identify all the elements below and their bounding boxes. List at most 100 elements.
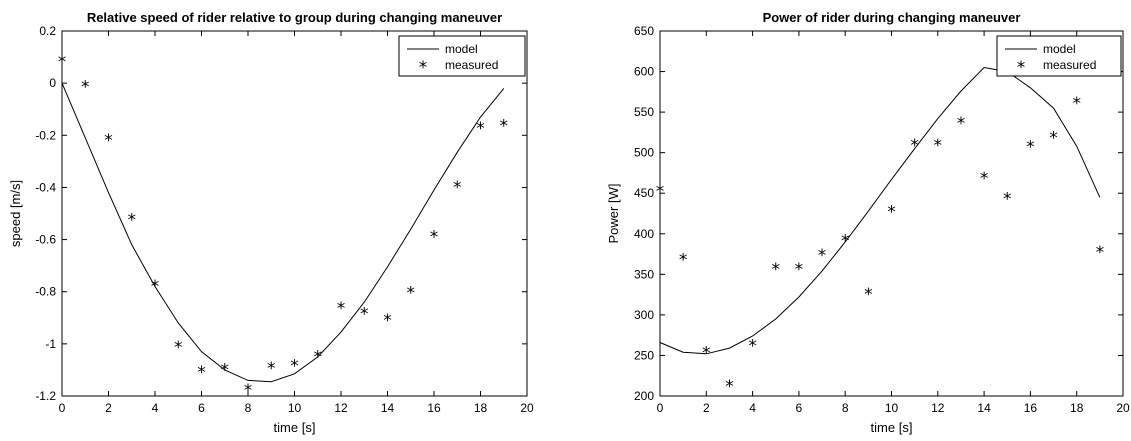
x-tick-label: 2 xyxy=(703,401,710,415)
y-tick-label: 550 xyxy=(634,105,654,119)
y-tick-label: 0.2 xyxy=(39,24,56,38)
x-tick-label: 0 xyxy=(657,401,664,415)
legend-label: model xyxy=(1043,42,1076,56)
y-tick-label: 650 xyxy=(634,24,654,38)
data-point-measured: * xyxy=(702,344,711,364)
y-tick-label: -1 xyxy=(45,337,56,351)
x-tick-label: 18 xyxy=(1070,401,1084,415)
data-point-measured: * xyxy=(656,182,665,202)
data-point-measured: * xyxy=(290,356,299,376)
chart-title: Relative speed of rider relative to grou… xyxy=(87,10,502,25)
y-tick-label: -1.2 xyxy=(35,389,56,403)
data-point-measured: * xyxy=(453,178,462,198)
data-point-measured: * xyxy=(221,360,230,380)
data-point-measured: * xyxy=(1072,94,1081,114)
legend-box xyxy=(996,35,1122,77)
x-tick-label: 14 xyxy=(977,401,991,415)
data-point-measured: * xyxy=(1003,189,1012,209)
x-tick-label: 20 xyxy=(1116,401,1130,415)
x-tick-label: 12 xyxy=(931,401,945,415)
y-tick-label: -0.8 xyxy=(35,285,56,299)
x-tick-label: 0 xyxy=(59,401,66,415)
y-tick-label: 500 xyxy=(634,146,654,160)
data-point-measured: * xyxy=(267,359,276,379)
data-point-measured: * xyxy=(430,227,439,247)
series-line-model xyxy=(61,82,505,383)
data-point-measured: * xyxy=(337,299,346,319)
x-tick-label: 16 xyxy=(1024,401,1038,415)
x-tick-label: 4 xyxy=(749,401,756,415)
x-tick-label: 18 xyxy=(474,401,488,415)
series-line-model xyxy=(659,66,1101,355)
x-axis-label: time [s] xyxy=(274,420,316,435)
data-point-measured: * xyxy=(818,246,827,266)
data-point-measured: * xyxy=(841,232,850,252)
x-tick-label: 8 xyxy=(842,401,849,415)
data-point-measured: * xyxy=(244,381,253,401)
legend-marker-swatch: * xyxy=(1017,58,1026,78)
x-tick-label: 4 xyxy=(152,401,159,415)
y-tick-label: -0.6 xyxy=(35,233,56,247)
y-tick-label: -0.2 xyxy=(35,128,56,142)
data-point-measured: * xyxy=(1026,138,1035,158)
y-tick-label: 0 xyxy=(49,76,56,90)
data-point-measured: * xyxy=(1049,129,1058,149)
y-tick-label: 250 xyxy=(634,348,654,362)
y-tick-label: 600 xyxy=(634,65,654,79)
data-point-measured: * xyxy=(980,169,989,189)
data-point-measured: * xyxy=(174,338,183,358)
data-point-measured: * xyxy=(679,250,688,270)
legend: model * measured xyxy=(996,35,1122,78)
data-point-measured: * xyxy=(360,304,369,324)
data-point-measured: * xyxy=(957,114,966,134)
x-tick-label: 2 xyxy=(105,401,112,415)
x-tick-label: 6 xyxy=(198,401,205,415)
x-tick-label: 16 xyxy=(427,401,441,415)
data-point-measured: * xyxy=(910,136,919,156)
legend-marker-swatch: * xyxy=(419,58,428,78)
data-point-measured: * xyxy=(476,119,485,139)
x-axis-label: time [s] xyxy=(871,420,913,435)
data-point-measured: * xyxy=(58,53,67,73)
data-point-measured: * xyxy=(314,347,323,367)
y-axis-label: Power [W] xyxy=(606,184,621,244)
data-point-measured: * xyxy=(795,260,804,280)
x-tick-label: 20 xyxy=(520,401,534,415)
x-tick-label: 10 xyxy=(885,401,899,415)
data-point-measured: * xyxy=(934,136,943,156)
data-point-measured: * xyxy=(864,285,873,305)
y-tick-label: 350 xyxy=(634,267,654,281)
data-point-measured: * xyxy=(383,311,392,331)
data-point-measured: * xyxy=(748,336,757,356)
x-tick-label: 10 xyxy=(288,401,302,415)
legend-box xyxy=(398,35,526,77)
x-tick-label: 12 xyxy=(334,401,348,415)
data-point-measured: * xyxy=(1096,243,1105,263)
x-tick-label: 6 xyxy=(796,401,803,415)
data-point-measured: * xyxy=(151,277,160,297)
data-point-measured: * xyxy=(887,202,896,222)
data-point-measured: * xyxy=(407,283,416,303)
chart-2: Power of rider during changing maneuver 0… xyxy=(606,10,1130,435)
data-point-measured: * xyxy=(500,117,509,137)
data-point-measured: * xyxy=(81,77,90,97)
y-tick-label: 400 xyxy=(634,227,654,241)
y-tick-label: -0.4 xyxy=(35,180,56,194)
legend: model * measured xyxy=(398,35,526,78)
data-point-measured: * xyxy=(128,210,137,230)
data-point-measured: * xyxy=(197,363,206,383)
chart-1: Relative speed of rider relative to grou… xyxy=(8,10,534,435)
chart-title: Power of rider during changing maneuver xyxy=(763,10,1021,25)
y-tick-label: 300 xyxy=(634,308,654,322)
legend-label: measured xyxy=(445,58,498,72)
x-tick-label: 14 xyxy=(381,401,395,415)
data-point-measured: * xyxy=(104,131,113,151)
data-point-measured: * xyxy=(725,377,734,397)
legend-label: model xyxy=(445,42,478,56)
data-point-measured: * xyxy=(772,260,781,280)
legend-label: measured xyxy=(1043,58,1096,72)
y-tick-label: 450 xyxy=(634,186,654,200)
x-tick-label: 8 xyxy=(245,401,252,415)
y-tick-label: 200 xyxy=(634,389,654,403)
